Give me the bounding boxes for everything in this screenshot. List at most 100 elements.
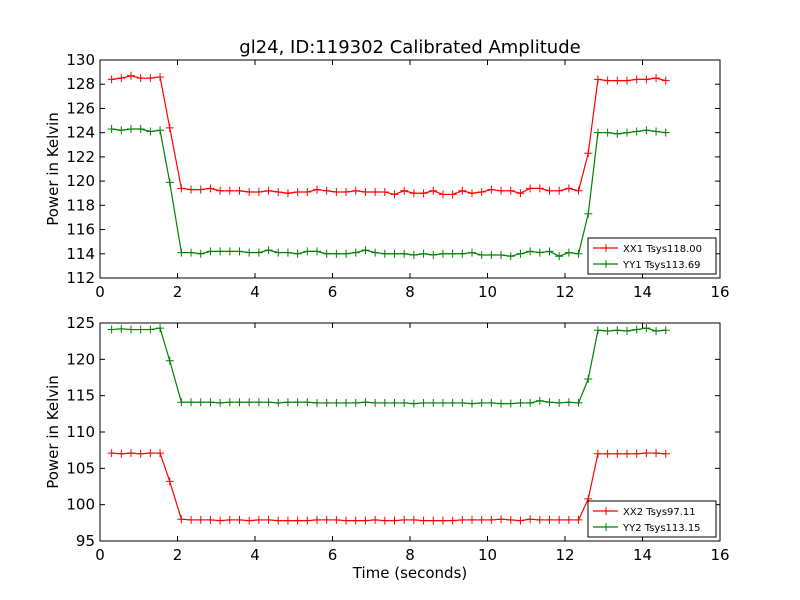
data-point	[652, 74, 661, 83]
data-point	[438, 190, 447, 199]
data-point	[661, 326, 670, 335]
data-point	[574, 398, 583, 407]
data-point	[156, 449, 165, 458]
data-point	[264, 515, 273, 524]
data-point	[351, 248, 360, 257]
x-axis-label: Time (seconds)	[352, 564, 468, 582]
data-point	[603, 76, 612, 85]
legend: XX1 Tsys118.00 YY1 Tsys113.69	[587, 237, 717, 275]
data-point	[254, 398, 263, 407]
data-point	[477, 250, 486, 259]
x-tick-label: 8	[405, 283, 415, 301]
data-point	[293, 398, 302, 407]
data-point	[613, 449, 622, 458]
data-point	[165, 356, 174, 365]
data-point	[206, 184, 215, 193]
series-line-xx1	[111, 75, 666, 196]
data-point	[545, 515, 554, 524]
data-point	[458, 515, 467, 524]
y-tick-label: 116	[66, 221, 95, 239]
data-point	[322, 249, 331, 258]
data-point	[603, 326, 612, 335]
data-point	[497, 399, 506, 408]
data-point	[264, 246, 273, 255]
data-point	[165, 477, 174, 486]
data-point	[303, 398, 312, 407]
data-point	[225, 247, 234, 256]
data-point	[283, 516, 292, 525]
data-point	[283, 189, 292, 198]
y-tick-label: 130	[66, 51, 95, 69]
data-point	[497, 515, 506, 524]
data-point	[526, 247, 535, 256]
plot-panel-2: 0 2 4 6 8 10 12 14 16 95 100 105 110 115 120 125 Power i…	[44, 314, 730, 564]
legend-box	[587, 237, 717, 275]
data-point	[254, 248, 263, 257]
data-point	[342, 516, 351, 525]
data-point	[409, 189, 418, 198]
data-point	[107, 125, 116, 134]
data-point	[438, 516, 447, 525]
data-point	[623, 128, 631, 137]
data-point	[516, 516, 525, 525]
data-point	[642, 324, 651, 333]
x-tick-label: 16	[710, 283, 729, 301]
data-point	[274, 248, 283, 257]
data-point	[351, 516, 360, 525]
data-point	[274, 516, 283, 525]
data-point	[225, 186, 234, 195]
data-point	[652, 449, 661, 458]
data-point	[245, 248, 254, 257]
legend-marker	[602, 244, 610, 252]
data-point	[146, 74, 155, 83]
data-point	[574, 186, 583, 195]
data-point	[390, 190, 399, 199]
data-point	[216, 186, 225, 195]
data-point	[390, 516, 399, 525]
data-point	[361, 398, 370, 407]
data-point	[564, 184, 573, 193]
data-point	[117, 324, 126, 333]
y-tick-label: 112	[66, 269, 95, 287]
data-point	[107, 75, 116, 84]
data-point	[409, 399, 418, 408]
data-point	[400, 249, 409, 258]
data-point	[313, 398, 321, 407]
data-point	[545, 398, 554, 407]
data-point	[535, 515, 544, 524]
data-point	[409, 515, 418, 524]
data-point	[117, 449, 126, 458]
data-point	[196, 249, 205, 258]
y-tick-label: 124	[66, 124, 95, 142]
data-point	[429, 516, 438, 525]
data-point	[264, 398, 273, 407]
data-point	[555, 252, 564, 261]
data-point	[564, 248, 573, 257]
data-point	[187, 515, 196, 524]
data-point	[661, 76, 670, 85]
data-point	[497, 250, 506, 259]
data-point	[477, 515, 486, 524]
series-line-yy1	[111, 128, 666, 257]
data-point	[516, 249, 525, 258]
data-point	[177, 184, 186, 193]
data-point	[419, 189, 428, 198]
legend-label: YY1 Tsys113.69	[622, 260, 701, 271]
x-tick-label: 14	[633, 546, 652, 564]
data-point	[206, 247, 215, 256]
data-point	[468, 399, 476, 408]
legend-marker	[602, 523, 610, 531]
data-point	[400, 515, 409, 524]
data-point	[409, 250, 418, 259]
data-point	[642, 449, 651, 458]
y-tick-label: 128	[66, 75, 95, 93]
y-tick-label: 95	[76, 532, 95, 550]
series-line-xx2	[111, 452, 666, 522]
data-point	[225, 515, 234, 524]
data-point	[177, 398, 186, 407]
x-tick-label: 2	[173, 546, 183, 564]
data-point	[593, 326, 602, 335]
data-point	[564, 515, 573, 524]
